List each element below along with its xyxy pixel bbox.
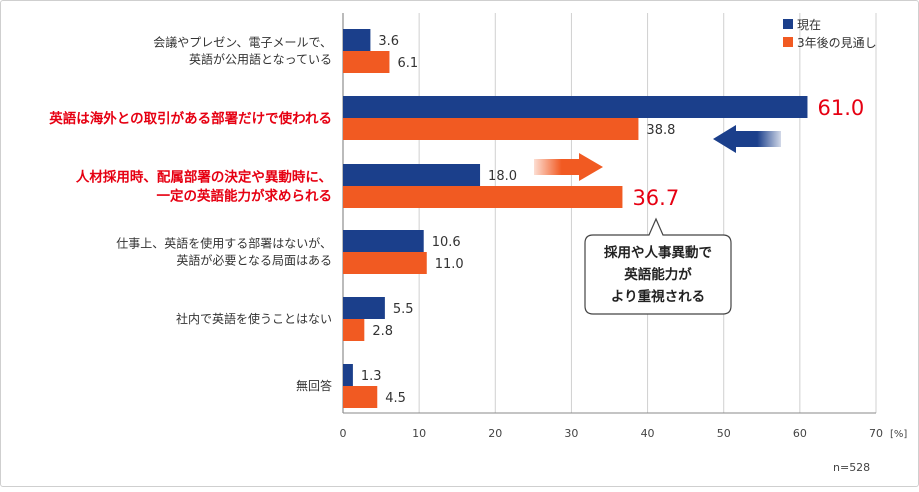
value-label: 4.5 bbox=[385, 391, 406, 406]
bar-future bbox=[343, 51, 390, 73]
bar-current bbox=[343, 29, 371, 51]
value-label: 6.1 bbox=[397, 56, 418, 71]
value-labels: 3.6 6.1 61.0 38.8 18.0 36.7 10.6 11.0 5.52.8 1.34… bbox=[361, 34, 864, 406]
grid-lines bbox=[342, 13, 877, 413]
callout-box bbox=[584, 217, 732, 315]
value-label: 36.7 bbox=[632, 186, 679, 210]
category-label: 社内で英語を使うことはない bbox=[176, 311, 332, 326]
callout-text: より重視される bbox=[611, 288, 705, 305]
category-label: 会議やプレゼン、電子メールで、 bbox=[153, 36, 332, 50]
bar-current bbox=[343, 364, 353, 386]
value-label: 2.8 bbox=[372, 324, 393, 339]
x-unit-label: [%] bbox=[890, 429, 907, 440]
callout-text: 英語能力が bbox=[623, 266, 692, 283]
bar-future bbox=[343, 386, 378, 408]
x-tick-label: 50 bbox=[717, 427, 731, 440]
value-label: 5.5 bbox=[393, 302, 414, 317]
value-label: 3.6 bbox=[378, 34, 399, 49]
category-label: 無回答 bbox=[296, 378, 332, 393]
category-label: 人材採用時、配属部署の決定や異動時に、 bbox=[76, 169, 332, 186]
arrow-right bbox=[534, 153, 603, 181]
legend-swatch bbox=[783, 19, 793, 29]
x-tick-label: 0 bbox=[340, 427, 347, 440]
category-label: 英語は海外との取引がある部署だけで使われる bbox=[48, 110, 332, 127]
category-label: 仕事上、英語を使用する部署はないが、 bbox=[116, 236, 332, 251]
x-tick-label: 20 bbox=[488, 427, 502, 440]
value-label: 1.3 bbox=[361, 369, 382, 384]
callout-text: 採用や人事異動で bbox=[604, 244, 712, 261]
legend-label: 現在 bbox=[797, 18, 821, 32]
x-tick-label: 10 bbox=[412, 427, 426, 440]
category-labels: 会議やプレゼン、電子メールで、英語が公用語となっている英語は海外との取引がある部… bbox=[48, 36, 332, 394]
bar-current bbox=[343, 96, 808, 118]
bars bbox=[343, 29, 808, 408]
bar-current bbox=[343, 297, 385, 319]
value-label: 11.0 bbox=[435, 257, 464, 272]
arrow-left bbox=[713, 125, 781, 153]
sample-size: n=528 bbox=[833, 461, 870, 474]
x-tick-label: 60 bbox=[793, 427, 807, 440]
bar-future bbox=[343, 186, 623, 208]
bar-future bbox=[343, 252, 427, 274]
value-label: 38.8 bbox=[646, 123, 675, 138]
x-tick-label: 70 bbox=[869, 427, 883, 440]
category-label: 英語が公用語となっている bbox=[189, 52, 332, 67]
bar-current bbox=[343, 230, 424, 252]
x-tick-label: 40 bbox=[641, 427, 655, 440]
x-axis: 0 10 20 30 40 50 60 70 [%] bbox=[340, 412, 907, 440]
value-label: 10.6 bbox=[432, 235, 461, 250]
legend-swatch bbox=[783, 37, 793, 47]
x-tick-label: 30 bbox=[564, 427, 578, 440]
category-label: 一定の英語能力が求められる bbox=[157, 188, 333, 205]
value-label: 61.0 bbox=[817, 96, 864, 120]
bar-future bbox=[343, 118, 639, 140]
value-label: 18.0 bbox=[488, 169, 517, 184]
bar-current bbox=[343, 164, 481, 186]
category-label: 英語が必要となる局面はある bbox=[176, 253, 332, 268]
legend-label: 3年後の見通し bbox=[797, 36, 877, 50]
legend: 現在 3年後の見通し bbox=[783, 18, 877, 50]
bar-future bbox=[343, 319, 365, 341]
